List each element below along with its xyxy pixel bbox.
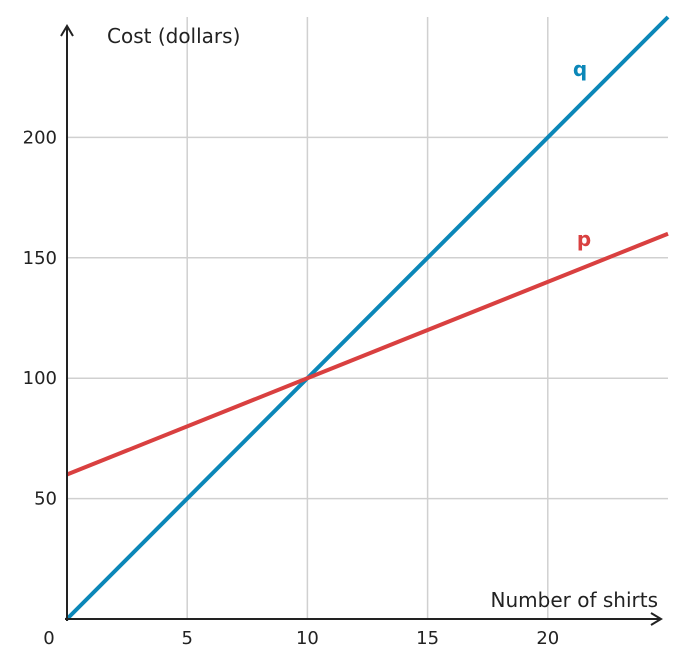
y-axis-title: Cost (dollars) [107,24,240,48]
x-tick-label: 15 [416,628,439,649]
series-labels: qp [573,57,591,251]
x-tick-label: 20 [536,628,559,649]
grid [67,17,668,619]
origin-label: 0 [43,628,54,649]
series-label-p: p [577,227,591,251]
x-axis-arrow [650,612,663,626]
y-tick-label: 200 [23,127,57,148]
y-tick-label: 50 [34,489,57,510]
axes [60,24,663,626]
x-tick-label: 10 [296,628,319,649]
x-axis-title: Number of shirts [491,588,658,612]
series-label-q: q [573,57,587,81]
series-line-q [65,15,670,621]
tick-labels: 5 10 15 20 50 100 150 200 [23,127,560,649]
x-tick-label: 5 [181,628,192,649]
series-line-p [66,231,669,477]
y-axis-arrow [60,24,74,37]
y-tick-label: 150 [23,248,57,269]
y-tick-label: 100 [23,368,57,389]
series-lines [65,15,670,621]
